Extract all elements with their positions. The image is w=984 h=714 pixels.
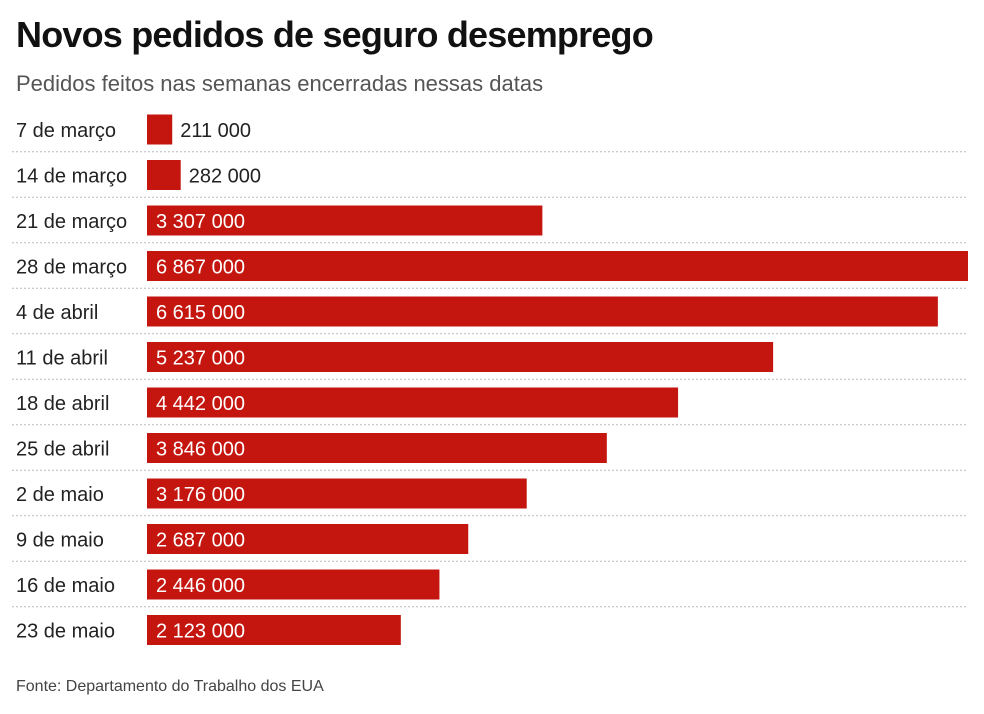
value-label: 2 123 000 [156,621,245,643]
category-label: 4 de abril [16,302,98,324]
bar [147,615,401,645]
value-label: 6 615 000 [156,302,245,324]
category-label: 16 de maio [16,575,115,597]
category-label: 21 de março [16,211,127,233]
value-label: 2 687 000 [156,530,245,552]
bar [147,478,527,509]
category-label: 28 de março [16,257,127,279]
bar [147,160,181,190]
value-label: 2 446 000 [156,575,245,597]
value-label: 6 867 000 [156,257,245,279]
category-label: 7 de março [16,120,116,142]
category-label: 25 de abril [16,439,109,461]
value-label: 282 000 [189,166,261,188]
value-label: 3 307 000 [156,211,245,233]
source-note: Fonte: Departamento do Trabalho dos EUA [16,678,324,695]
value-label: 4 442 000 [156,393,245,415]
category-label: 2 de maio [16,484,104,506]
value-label: 5 237 000 [156,348,245,370]
bar [147,296,938,327]
bar [147,114,173,145]
bar [147,342,774,372]
value-label: 3 846 000 [156,439,245,461]
bar [147,205,543,236]
value-label: 211 000 [180,120,251,142]
category-label: 11 de abril [16,348,108,370]
bar [147,433,607,463]
chart-subtitle: Pedidos feitos nas semanas encerradas ne… [16,71,544,96]
bar [147,387,679,418]
category-label: 14 de março [16,166,127,188]
bar [147,569,440,600]
chart-title: Novos pedidos de seguro desemprego [16,14,654,55]
bar [147,251,968,281]
category-label: 18 de abril [16,393,109,415]
category-label: 23 de maio [16,621,115,643]
category-label: 9 de maio [16,530,104,552]
value-label: 3 176 000 [156,484,245,506]
bar [147,524,469,554]
